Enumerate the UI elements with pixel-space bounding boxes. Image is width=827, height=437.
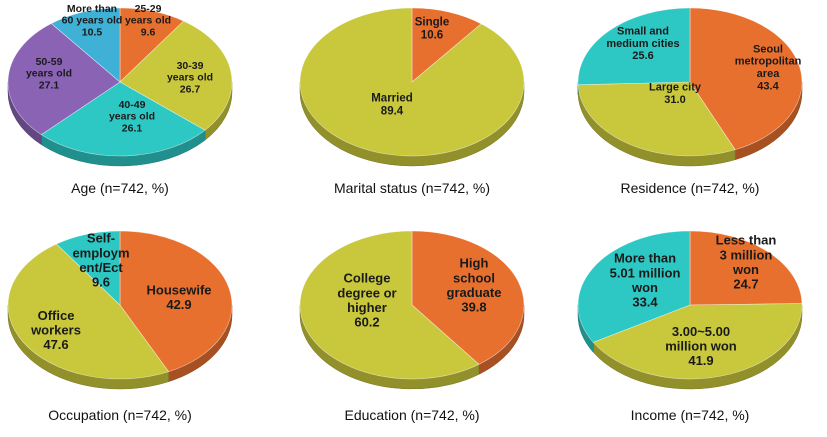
pie-slice — [50, 7, 121, 83]
pie-chart-4: Housewife 42.9 Office workers 47.6 Self-emplo… — [7, 230, 233, 423]
chart-caption: Education (n=742, %) — [344, 407, 479, 423]
pie-slice — [55, 230, 121, 306]
pie-slice — [411, 7, 482, 83]
pie-chart-1: 25-29 years old 9.6 30-39 years old 26.7 40-49… — [7, 3, 233, 196]
slice-label: Single 10.6 — [415, 17, 450, 42]
pie-slice — [689, 7, 803, 151]
pie-slice — [40, 81, 206, 157]
slice-label: Small and medium cities 25.6 — [606, 26, 679, 63]
slice-label: Office workers 47.6 — [30, 308, 81, 352]
slice-label: Large city 31.0 — [649, 82, 702, 106]
chart-caption: Income (n=742, %) — [631, 407, 750, 423]
slice-label: College degree or higher 60.2 — [337, 271, 396, 330]
slice-label: More than 5.01 million won 33.4 — [610, 251, 681, 310]
pie-chart-2: Single 10.6 Married 89.4 Marital status (n=7… — [299, 7, 525, 196]
pie-slice — [299, 7, 525, 157]
pie-slice — [577, 230, 691, 343]
slice-label: 40-49 years old 26.1 — [109, 99, 155, 135]
slice-label: Seoul metropolitan area 43.4 — [735, 43, 802, 92]
pie-slice — [689, 230, 803, 306]
pie-slice — [119, 20, 233, 131]
slice-label: 30-39 years old 26.7 — [167, 60, 213, 96]
chart-caption: Marital status (n=742, %) — [334, 180, 490, 196]
slice-label: 3.00~5.00 million won 41.9 — [665, 324, 737, 368]
pie-slice — [411, 230, 525, 365]
slice-label: High school graduate 39.8 — [447, 256, 502, 315]
slice-label: More than 60 years old 10.5 — [62, 3, 123, 39]
chart-caption: Residence (n=742, %) — [621, 180, 760, 196]
chart-caption: Age (n=742, %) — [71, 180, 169, 196]
pie-slice — [7, 23, 121, 136]
slice-label: Married 89.4 — [371, 93, 413, 118]
pie-slice — [299, 230, 480, 380]
pie-slice — [119, 230, 233, 373]
slice-label: Housewife 42.9 — [146, 282, 211, 312]
slice-label: Less than 3 million won 24.7 — [716, 233, 777, 292]
slice-label: Self-employm ent/Ect 9.6 — [72, 231, 129, 290]
pie-chart-3: Seoul metropolitan area 43.4 Large city 31.0 S… — [577, 7, 803, 196]
chart-caption: Occupation (n=742, %) — [48, 407, 192, 423]
slice-label: 50-59 years old 27.1 — [26, 56, 72, 92]
pie-slice — [577, 81, 736, 157]
pie-slice — [577, 7, 691, 86]
pie-slice — [7, 243, 170, 380]
pie-chart-5: High school graduate 39.8 College degree or hi… — [299, 230, 525, 423]
slice-label: 25-29 years old 9.6 — [125, 3, 171, 39]
pie-chart-6: Less than 3 million won 24.7 3.00~5.00 millio… — [577, 230, 803, 423]
